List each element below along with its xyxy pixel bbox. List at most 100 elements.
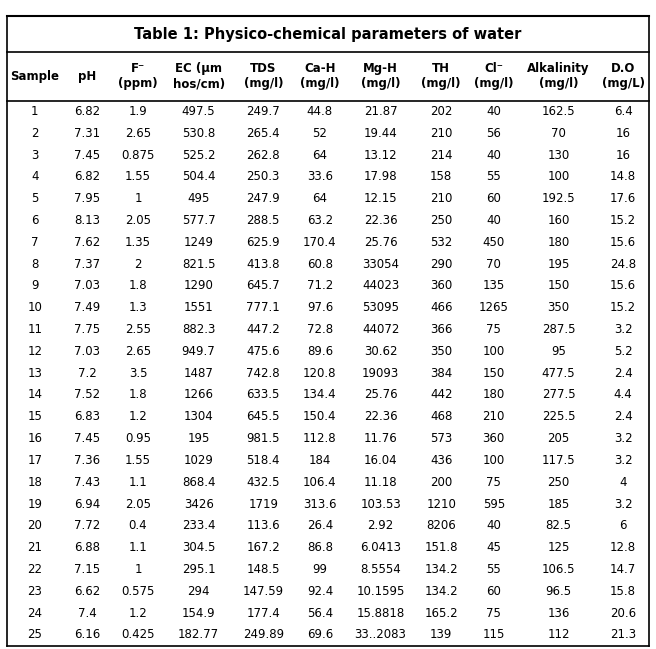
Text: 64: 64 (312, 149, 327, 162)
Text: 468: 468 (430, 410, 453, 423)
Text: 8.5554: 8.5554 (360, 563, 401, 576)
Text: 4: 4 (619, 476, 627, 489)
Text: 288.5: 288.5 (247, 214, 280, 227)
Text: 210: 210 (483, 410, 505, 423)
Text: 2: 2 (31, 127, 39, 140)
Text: 89.6: 89.6 (307, 345, 333, 358)
Text: 366: 366 (430, 323, 453, 336)
Text: 40: 40 (486, 214, 501, 227)
Text: 295.1: 295.1 (182, 563, 215, 576)
Text: 17: 17 (28, 454, 43, 467)
Text: 265.4: 265.4 (247, 127, 280, 140)
Text: 15.2: 15.2 (610, 214, 636, 227)
Text: F⁻
(ppm): F⁻ (ppm) (118, 62, 158, 90)
Text: 7.15: 7.15 (74, 563, 100, 576)
Text: 1266: 1266 (184, 389, 214, 402)
Text: 2.4: 2.4 (614, 410, 632, 423)
Text: TDS
(mg/l): TDS (mg/l) (243, 62, 283, 90)
Text: 20.6: 20.6 (610, 607, 636, 620)
Text: Ca-H
(mg/l): Ca-H (mg/l) (300, 62, 340, 90)
Text: 180: 180 (483, 389, 505, 402)
Text: 7.03: 7.03 (74, 280, 100, 293)
Text: 249.7: 249.7 (247, 105, 280, 118)
Text: 645.5: 645.5 (247, 410, 280, 423)
Text: 1.2: 1.2 (129, 410, 148, 423)
Text: 21: 21 (28, 541, 43, 554)
Text: 12.15: 12.15 (363, 192, 398, 205)
Text: 250: 250 (430, 214, 453, 227)
Text: 106.5: 106.5 (542, 563, 575, 576)
Text: 160: 160 (547, 214, 569, 227)
Text: 95: 95 (551, 345, 566, 358)
Text: 4: 4 (31, 171, 39, 184)
Text: 7.62: 7.62 (74, 236, 100, 249)
Text: 6.0413: 6.0413 (360, 541, 401, 554)
Text: 112.8: 112.8 (303, 432, 337, 445)
Text: 2: 2 (134, 258, 142, 271)
Text: 2.92: 2.92 (367, 519, 394, 532)
Text: 2.05: 2.05 (125, 498, 151, 511)
Text: 3.2: 3.2 (614, 498, 632, 511)
Text: 413.8: 413.8 (247, 258, 280, 271)
Text: 165.2: 165.2 (424, 607, 458, 620)
Text: 530.8: 530.8 (182, 127, 215, 140)
Text: 475.6: 475.6 (247, 345, 280, 358)
Text: 777.1: 777.1 (247, 301, 280, 314)
Text: 1.9: 1.9 (129, 105, 148, 118)
Text: 2.65: 2.65 (125, 127, 151, 140)
Text: 14: 14 (28, 389, 43, 402)
Text: 167.2: 167.2 (247, 541, 280, 554)
Text: 60.8: 60.8 (307, 258, 333, 271)
Text: 147.59: 147.59 (243, 585, 284, 598)
Text: 1.3: 1.3 (129, 301, 148, 314)
Text: 573: 573 (430, 432, 453, 445)
Text: 16: 16 (616, 127, 630, 140)
Text: 24: 24 (28, 607, 43, 620)
Text: 103.53: 103.53 (360, 498, 401, 511)
Text: 7.2: 7.2 (78, 367, 97, 380)
Text: 313.6: 313.6 (303, 498, 337, 511)
Text: 477.5: 477.5 (542, 367, 575, 380)
Text: 6.82: 6.82 (74, 105, 100, 118)
Text: 148.5: 148.5 (247, 563, 280, 576)
Text: 195: 195 (547, 258, 569, 271)
Text: 45: 45 (486, 541, 501, 554)
Text: 150: 150 (483, 367, 505, 380)
Text: 44072: 44072 (362, 323, 400, 336)
Text: 20: 20 (28, 519, 42, 532)
Text: 360: 360 (430, 280, 453, 293)
Text: 7.45: 7.45 (74, 432, 100, 445)
Text: 69.6: 69.6 (307, 628, 333, 641)
Text: 22.36: 22.36 (363, 214, 398, 227)
Text: 40: 40 (486, 519, 501, 532)
Text: 1: 1 (134, 563, 142, 576)
Text: 100: 100 (483, 454, 505, 467)
Text: 360: 360 (483, 432, 505, 445)
Text: 60: 60 (486, 192, 501, 205)
Text: 44.8: 44.8 (307, 105, 333, 118)
Text: 75: 75 (486, 476, 501, 489)
Text: 154.9: 154.9 (182, 607, 215, 620)
Text: 0.4: 0.4 (129, 519, 148, 532)
Text: 442: 442 (430, 389, 453, 402)
Text: 525.2: 525.2 (182, 149, 215, 162)
Text: 97.6: 97.6 (307, 301, 333, 314)
Text: 210: 210 (430, 192, 453, 205)
Text: 8.13: 8.13 (74, 214, 100, 227)
Text: 112: 112 (547, 628, 569, 641)
Text: 1304: 1304 (184, 410, 213, 423)
Text: 1.1: 1.1 (129, 541, 148, 554)
Text: 158: 158 (430, 171, 453, 184)
Text: 56: 56 (486, 127, 501, 140)
Text: 4.4: 4.4 (614, 389, 632, 402)
Text: 120.8: 120.8 (303, 367, 337, 380)
Text: 8206: 8206 (426, 519, 456, 532)
Text: 136: 136 (547, 607, 569, 620)
Text: 225.5: 225.5 (542, 410, 575, 423)
Text: 466: 466 (430, 301, 453, 314)
Text: 113.6: 113.6 (247, 519, 280, 532)
Text: 595: 595 (483, 498, 505, 511)
Text: 1: 1 (134, 192, 142, 205)
Text: Alkalinity
(mg/l): Alkalinity (mg/l) (527, 62, 590, 90)
Text: 1.8: 1.8 (129, 280, 148, 293)
